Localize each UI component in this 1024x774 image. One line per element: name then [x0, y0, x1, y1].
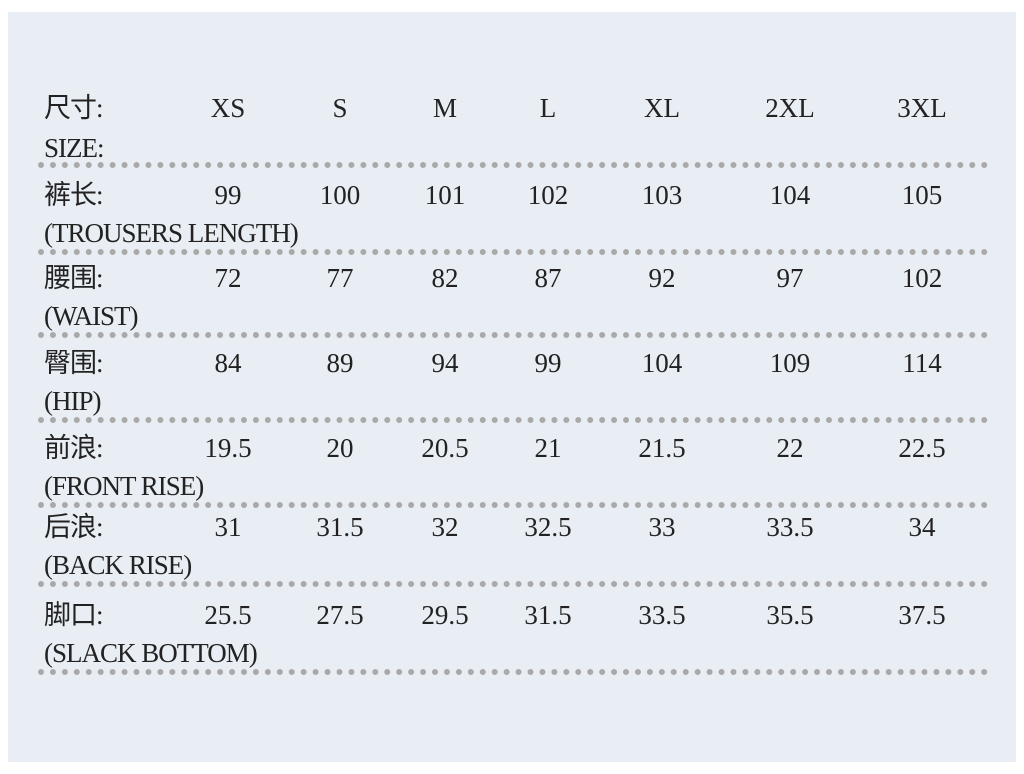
- cell-value: 25.5: [204, 600, 252, 630]
- row-label-en: (SLACK BOTTOM): [44, 638, 258, 668]
- row-label-cn: 脚口:: [44, 600, 104, 630]
- cell-value: 22.5: [898, 433, 946, 463]
- header-label-en: SIZE:: [44, 133, 104, 163]
- cell-value: 29.5: [421, 600, 469, 630]
- cell-value: 109: [769, 348, 811, 378]
- cell-value: 101: [424, 180, 466, 210]
- separator: [38, 581, 988, 587]
- cell-value: 31: [214, 512, 242, 542]
- cell-value: 87: [534, 263, 562, 293]
- cell-value: 77: [326, 263, 354, 293]
- size-label: XS: [210, 93, 246, 123]
- cell-value: 82: [431, 263, 459, 293]
- cell-value: 99: [534, 348, 562, 378]
- cell-value: 32.5: [524, 512, 572, 542]
- cell-value: 99: [214, 180, 242, 210]
- row-label-cn: 后浪:: [44, 512, 104, 542]
- cell-value: 102: [527, 180, 569, 210]
- cell-value: 84: [214, 348, 242, 378]
- separator: [38, 502, 988, 508]
- row-label-cn: 裤长:: [44, 180, 104, 210]
- row-label-en: (WAIST): [44, 301, 138, 331]
- cell-value: 105: [901, 180, 943, 210]
- cell-value: 33.5: [766, 512, 814, 542]
- cell-value: 104: [641, 348, 683, 378]
- size-label: S: [332, 93, 348, 123]
- row-label-en: (TROUSERS LENGTH): [44, 218, 299, 248]
- row-label-en: (BACK RISE): [44, 550, 192, 580]
- size-label: M: [432, 93, 458, 123]
- cell-value: 35.5: [766, 600, 814, 630]
- cell-value: 92: [648, 263, 676, 293]
- size-label: XL: [644, 93, 680, 123]
- cell-value: 97: [776, 263, 804, 293]
- cell-value: 27.5: [316, 600, 364, 630]
- cell-value: 33.5: [638, 600, 686, 630]
- separator: [38, 417, 988, 423]
- header-label-cn: 尺寸:: [44, 93, 104, 123]
- row-label-en: (FRONT RISE): [44, 471, 204, 501]
- cell-value: 31.5: [524, 600, 572, 630]
- separator: [38, 332, 988, 338]
- separator: [38, 669, 988, 675]
- separator: [38, 162, 988, 168]
- cell-value: 100: [319, 180, 361, 210]
- cell-value: 103: [641, 180, 683, 210]
- cell-value: 21.5: [638, 433, 686, 463]
- cell-value: 102: [901, 263, 943, 293]
- cell-value: 94: [431, 348, 459, 378]
- cell-value: 22: [776, 433, 804, 463]
- row-label-cn: 腰围:: [44, 263, 104, 293]
- cell-value: 20.5: [421, 433, 469, 463]
- row-label-en: (HIP): [44, 386, 101, 416]
- cell-value: 37.5: [898, 600, 946, 630]
- separator: [38, 249, 988, 255]
- cell-value: 21: [534, 433, 562, 463]
- size-label: 3XL: [897, 93, 947, 123]
- row-label-cn: 臀围:: [44, 348, 104, 378]
- size-chart: 尺寸: SIZE: XS S M L XL 2XL 3XL 裤长: (TROUSERS LENGTH…: [8, 12, 1016, 762]
- row-label-cn: 前浪:: [44, 433, 104, 463]
- cell-value: 20: [326, 433, 354, 463]
- cell-value: 72: [214, 263, 242, 293]
- cell-value: 89: [326, 348, 354, 378]
- cell-value: 32: [431, 512, 459, 542]
- cell-value: 19.5: [204, 433, 252, 463]
- cell-value: 31.5: [316, 512, 364, 542]
- cell-value: 114: [902, 348, 942, 378]
- cell-value: 104: [769, 180, 811, 210]
- size-label: L: [539, 93, 557, 123]
- cell-value: 34: [908, 512, 936, 542]
- size-label: 2XL: [765, 93, 815, 123]
- cell-value: 33: [648, 512, 676, 542]
